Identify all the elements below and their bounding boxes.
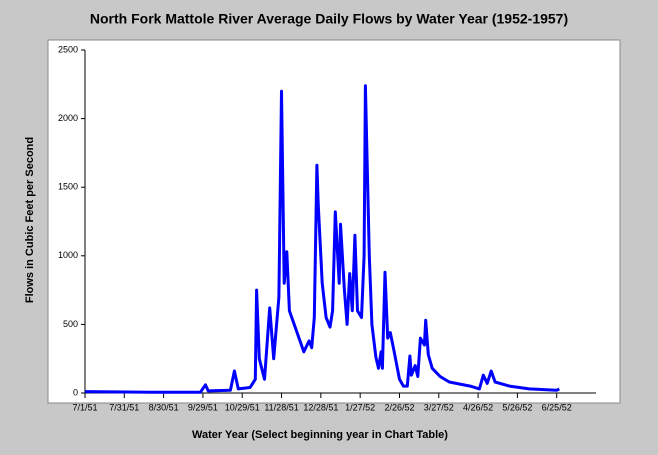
y-tick-label: 0 (73, 387, 78, 397)
y-tick-label: 2000 (58, 113, 78, 123)
x-tick-label: 11/28/51 (264, 402, 298, 412)
x-tick-label: 3/27/52 (424, 402, 454, 412)
y-axis-label: Flows in Cubic Feet per Second (24, 137, 36, 303)
x-tick-label: 9/29/51 (188, 402, 218, 412)
x-tick-label: 7/31/51 (109, 402, 139, 412)
chart-title: North Fork Mattole River Average Daily F… (90, 11, 568, 27)
x-tick-label: 12/28/51 (303, 402, 338, 412)
x-tick-label: 2/26/52 (384, 402, 414, 412)
x-tick-label: 4/26/52 (463, 402, 493, 412)
flow-line (84, 84, 561, 394)
y-tick-label: 2500 (58, 44, 78, 54)
x-axis-label: Water Year (Select beginning year in Cha… (192, 429, 448, 441)
x-tick-label: 5/26/52 (502, 402, 532, 412)
x-tick-label: 7/1/51 (72, 402, 97, 412)
x-tick-label: 6/25/52 (542, 402, 572, 412)
y-tick-label: 1000 (58, 250, 78, 260)
y-tick-label: 1500 (58, 182, 78, 192)
x-tick-label: 1/27/52 (345, 402, 375, 412)
x-tick-label: 8/30/51 (149, 402, 179, 412)
y-tick-label: 500 (63, 319, 78, 329)
x-tick-label: 10/29/51 (225, 402, 260, 412)
